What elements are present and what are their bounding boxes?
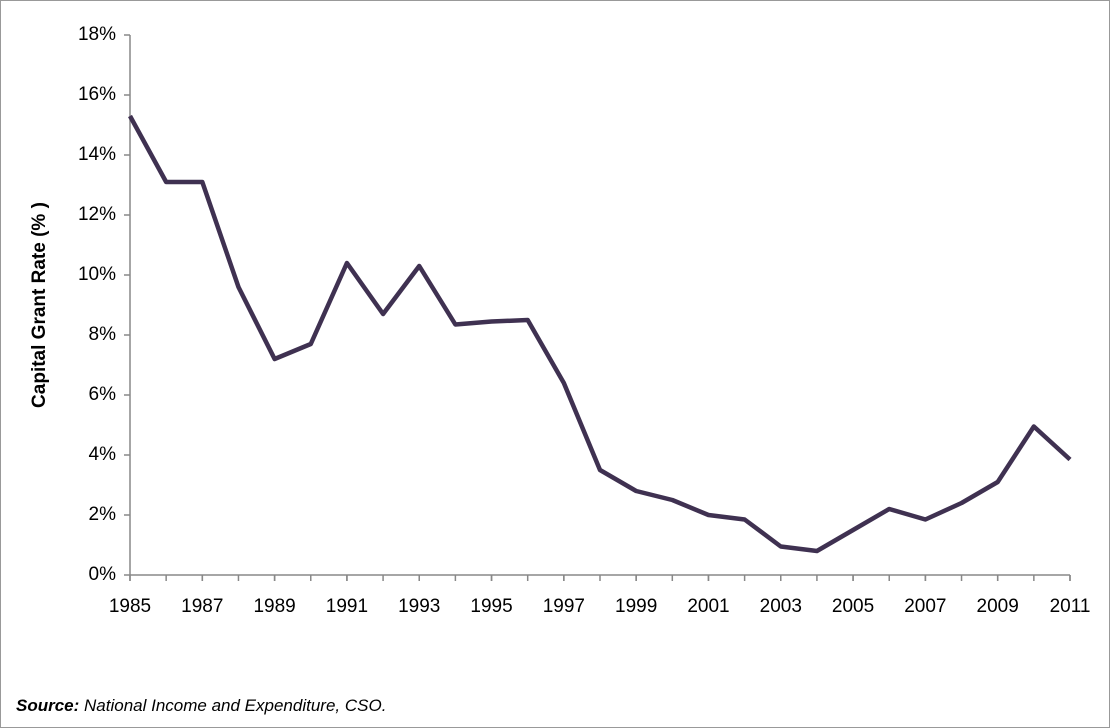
x-tick-label: 2001 (687, 596, 729, 617)
y-tick-label: 12% (78, 204, 116, 225)
x-tick-label: 1997 (543, 596, 585, 617)
source-label: Source: (16, 696, 79, 715)
y-tick-label: 2% (89, 504, 117, 525)
y-axis-label: Capital Grant Rate (% ) (29, 202, 50, 408)
y-tick-label: 18% (78, 24, 116, 45)
x-tick-label: 1987 (181, 596, 223, 617)
x-tick-label: 1985 (109, 596, 151, 617)
source-note: Source: National Income and Expenditure,… (16, 696, 386, 715)
x-tick-label: 1991 (326, 596, 368, 617)
y-tick-label: 6% (89, 384, 117, 405)
x-tick-label: 2007 (904, 596, 946, 617)
x-tick-label: 1989 (253, 596, 295, 617)
y-tick-label: 14% (78, 144, 116, 165)
y-tick-label: 4% (89, 444, 117, 465)
x-tick-label: 1995 (470, 596, 512, 617)
y-tick-label: 8% (89, 324, 117, 345)
x-tick-label: 1993 (398, 596, 440, 617)
y-tick-label: 0% (89, 564, 117, 585)
x-tick-label: 2005 (832, 596, 874, 617)
x-tick-label: 2009 (977, 596, 1019, 617)
source-text: National Income and Expenditure, CSO. (84, 696, 386, 715)
x-tick-label: 1999 (615, 596, 657, 617)
y-tick-label: 16% (78, 84, 116, 105)
data-line (128, 114, 1072, 554)
x-tick-label: 2011 (1050, 596, 1091, 617)
y-tick-label: 10% (78, 264, 116, 285)
x-tick-label: 2003 (760, 596, 802, 617)
